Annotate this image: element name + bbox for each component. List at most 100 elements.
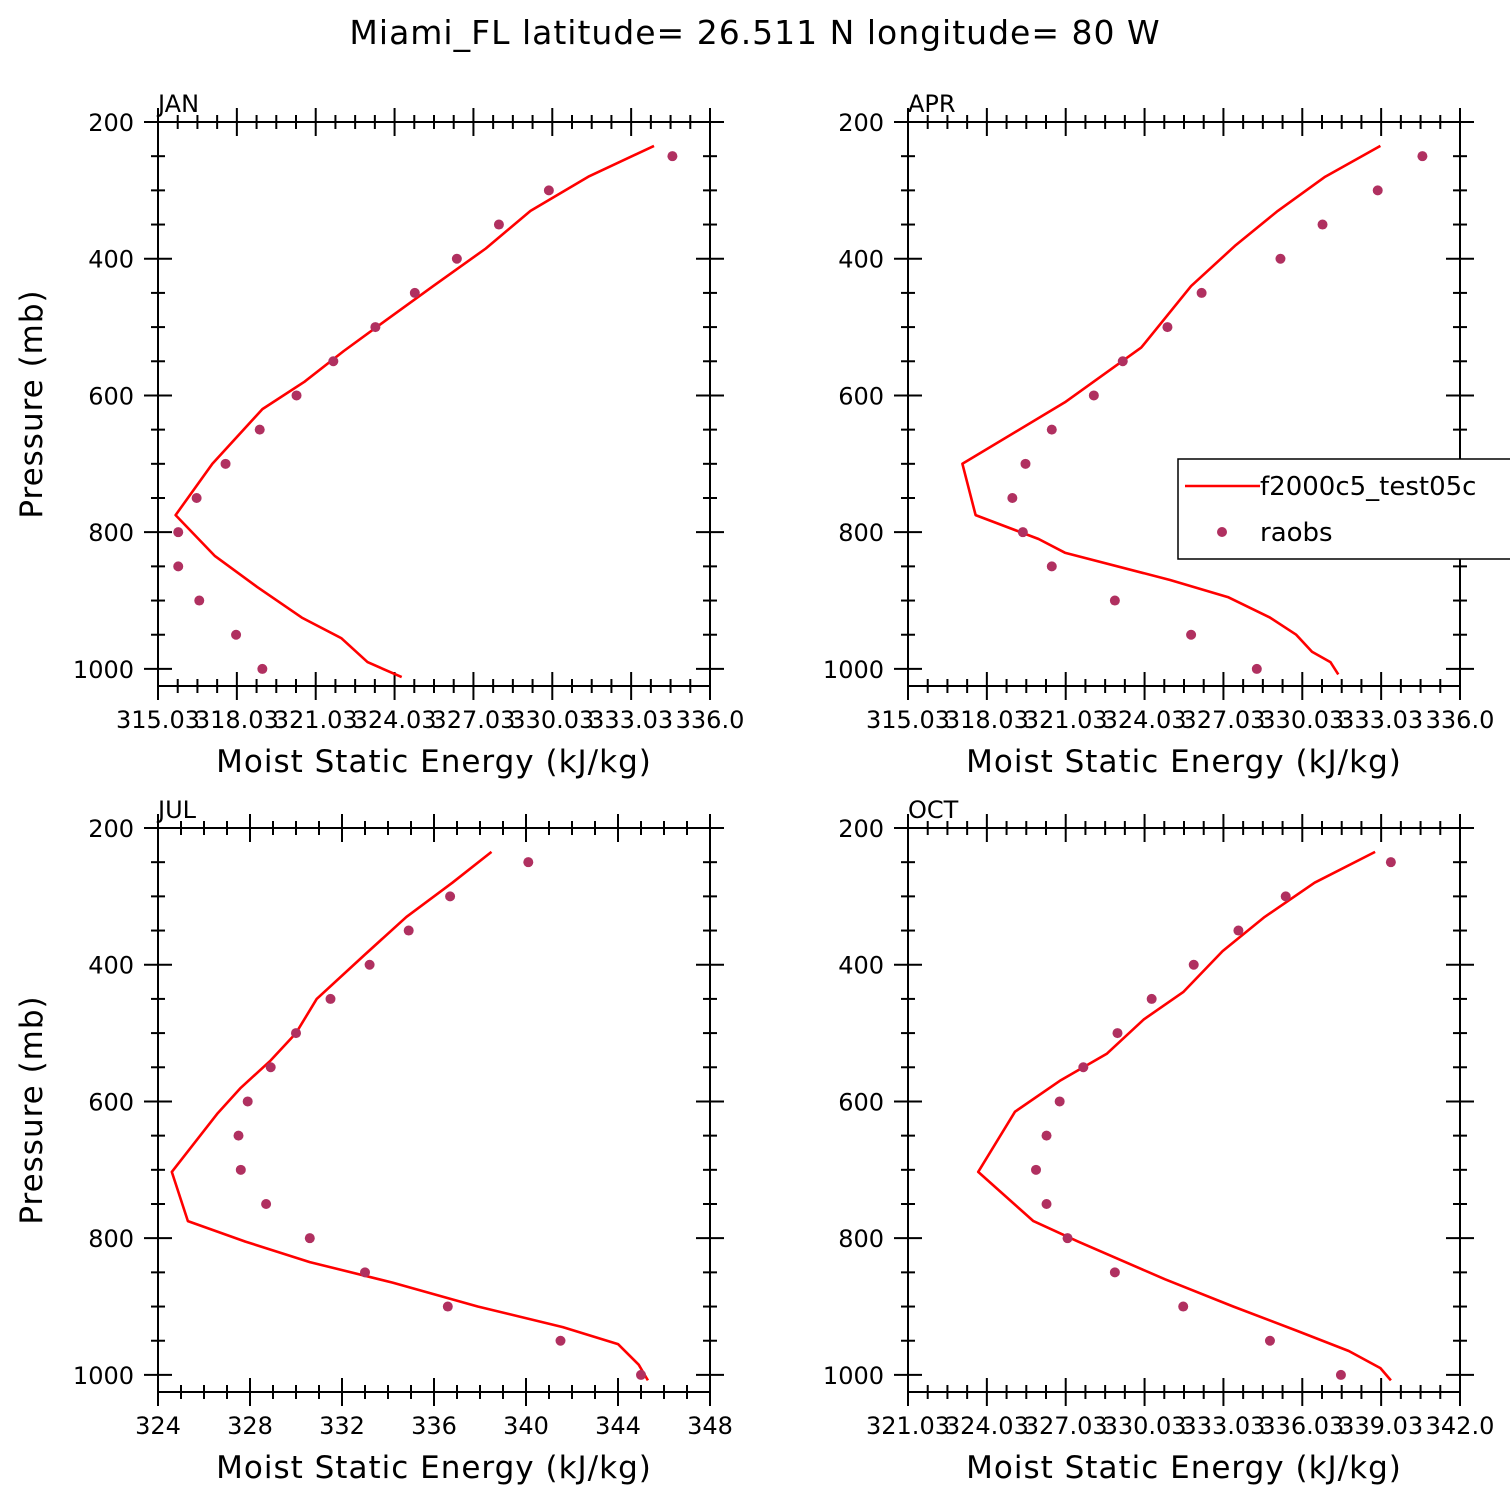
x-tick-label: 324.03 bbox=[1103, 706, 1187, 734]
x-axis-label: Moist Static Energy (kJ/kg) bbox=[216, 744, 652, 780]
model-series-line bbox=[976, 850, 1392, 1382]
obs-point bbox=[636, 1369, 646, 1380]
obs-point bbox=[409, 287, 420, 298]
obs-point bbox=[1264, 1335, 1275, 1346]
obs-point bbox=[360, 1267, 370, 1278]
y-tick-label: 600 bbox=[88, 1088, 134, 1116]
panel-jan: JAN 200 400 600 800 1000 315.03318.03321.03324… bbox=[14, 90, 744, 780]
x-tick-label: 321.03 bbox=[1024, 706, 1108, 734]
x-tick-label: 340 bbox=[503, 1412, 549, 1440]
obs-point bbox=[1275, 253, 1286, 264]
x-tick-label: 333.03 bbox=[589, 706, 673, 734]
x-tick-label: 336.0 bbox=[1426, 706, 1495, 734]
x-tick-label: 324.03 bbox=[353, 706, 437, 734]
obs-point bbox=[1041, 1130, 1052, 1141]
y-tick-label: 800 bbox=[88, 1225, 134, 1253]
obs-point bbox=[1186, 629, 1197, 640]
obs-point bbox=[451, 253, 462, 264]
obs-point bbox=[194, 595, 205, 606]
obs-point bbox=[191, 493, 202, 503]
plot-frame bbox=[157, 121, 711, 687]
obs-point bbox=[1385, 857, 1396, 868]
obs-point bbox=[1109, 595, 1120, 606]
x-tick-label: 336 bbox=[411, 1412, 457, 1440]
x-tick-label: 336.0 bbox=[676, 706, 745, 734]
y-tick-label: 1000 bbox=[823, 656, 884, 684]
x-tick-label: 344 bbox=[595, 1412, 641, 1440]
x-tick-label: 333.03 bbox=[1339, 706, 1423, 734]
x-tick-label: 327.03 bbox=[431, 706, 515, 734]
obs-point bbox=[1196, 287, 1207, 298]
x-tick-label: 336.03 bbox=[1260, 1412, 1344, 1440]
obs-point bbox=[1162, 322, 1173, 333]
panel-title: JUL bbox=[156, 796, 197, 824]
obs-point bbox=[543, 185, 554, 196]
obs-point bbox=[304, 1233, 315, 1244]
x-axis-label: Moist Static Energy (kJ/kg) bbox=[966, 744, 1402, 780]
y-tick-label: 400 bbox=[88, 246, 134, 274]
legend-label-obs: raobs bbox=[1260, 518, 1333, 548]
y-tick-label: 400 bbox=[838, 952, 884, 980]
obs-point bbox=[265, 1062, 276, 1073]
x-tick-label: 328 bbox=[227, 1412, 273, 1440]
obs-point bbox=[1041, 1199, 1052, 1209]
y-tick-label: 600 bbox=[838, 1088, 884, 1116]
x-tick-label: 327.03 bbox=[1024, 1412, 1108, 1440]
y-tick-label: 800 bbox=[88, 519, 134, 547]
x-tick-label: 330.03 bbox=[1103, 1412, 1187, 1440]
plot-frame bbox=[907, 121, 1461, 687]
obs-point bbox=[1112, 1028, 1123, 1039]
obs-point bbox=[291, 390, 302, 401]
obs-point bbox=[555, 1335, 566, 1346]
obs-point bbox=[1188, 959, 1199, 970]
obs-point bbox=[1031, 1164, 1042, 1175]
legend-label-model: f2000c5_test05c bbox=[1260, 472, 1476, 502]
y-axis-label: Pressure (mb) bbox=[14, 289, 50, 518]
obs-point bbox=[1251, 663, 1262, 674]
panel-title: JAN bbox=[156, 90, 199, 118]
obs-point bbox=[364, 959, 375, 970]
obs-point bbox=[1054, 1096, 1065, 1107]
legend-marker-swatch bbox=[1217, 527, 1227, 537]
obs-point bbox=[261, 1199, 272, 1209]
model-series-line bbox=[174, 144, 655, 679]
obs-point bbox=[370, 322, 381, 333]
panel-apr: APR 200 400 600 800 1000 315.03318.03321.03324… bbox=[823, 90, 1494, 780]
y-tick-label: 1000 bbox=[73, 1362, 134, 1390]
x-axis-label: Moist Static Energy (kJ/kg) bbox=[966, 1450, 1402, 1486]
obs-point bbox=[1335, 1369, 1346, 1380]
x-tick-label: 324.03 bbox=[945, 1412, 1029, 1440]
obs-point bbox=[173, 561, 184, 572]
obs-point bbox=[325, 993, 336, 1004]
x-tick-label: 315.03 bbox=[866, 706, 950, 734]
obs-point bbox=[1117, 356, 1128, 367]
x-tick-label: 321.03 bbox=[274, 706, 358, 734]
obs-point bbox=[1178, 1301, 1189, 1312]
obs-point bbox=[442, 1301, 453, 1312]
obs-point bbox=[1007, 493, 1018, 503]
obs-point bbox=[493, 219, 504, 230]
x-tick-label: 333.03 bbox=[1181, 1412, 1265, 1440]
obs-point bbox=[328, 356, 339, 367]
obs-point bbox=[1146, 993, 1157, 1004]
obs-point bbox=[257, 663, 268, 674]
x-tick-label: 339.03 bbox=[1339, 1412, 1423, 1440]
obs-point bbox=[1280, 891, 1291, 902]
obs-point bbox=[233, 1130, 244, 1141]
x-tick-label: 332 bbox=[319, 1412, 365, 1440]
obs-point bbox=[220, 458, 231, 469]
y-tick-label: 1000 bbox=[73, 656, 134, 684]
obs-point bbox=[254, 424, 265, 435]
x-tick-label: 342.0 bbox=[1426, 1412, 1495, 1440]
obs-point bbox=[1417, 151, 1428, 162]
obs-point bbox=[667, 151, 678, 162]
obs-point bbox=[403, 925, 414, 936]
panel-title: OCT bbox=[908, 796, 959, 824]
obs-point bbox=[235, 1164, 246, 1175]
y-tick-label: 600 bbox=[838, 382, 884, 410]
plot-frame bbox=[157, 827, 711, 1393]
y-tick-label: 600 bbox=[88, 382, 134, 410]
obs-point bbox=[1020, 458, 1031, 469]
x-axis-label: Moist Static Energy (kJ/kg) bbox=[216, 1450, 652, 1486]
x-tick-label: 330.03 bbox=[510, 706, 594, 734]
